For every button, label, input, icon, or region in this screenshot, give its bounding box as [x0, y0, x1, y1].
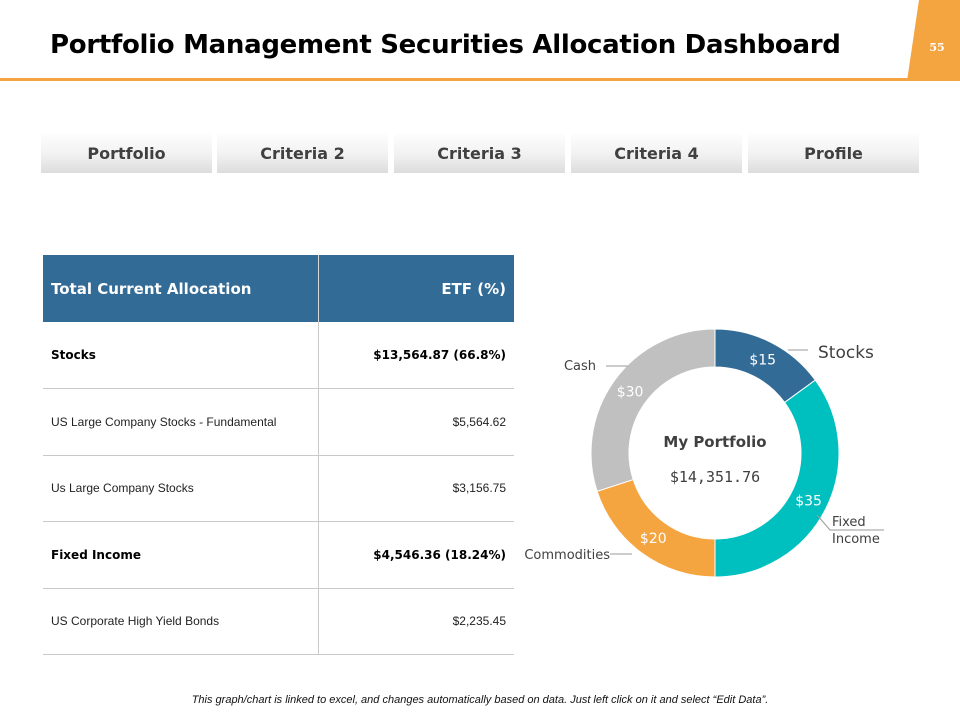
donut-slice-fixed-income[interactable] — [714, 379, 840, 578]
row-label: Us Large Company Stocks — [43, 455, 319, 522]
row-label: US Corporate High Yield Bonds — [43, 588, 319, 655]
row-value: $13,564.87 (66.8%) — [318, 322, 514, 389]
row-label: Stocks — [43, 322, 319, 389]
donut-center-title: My Portfolio — [663, 433, 766, 451]
donut-slice-cash[interactable] — [590, 328, 716, 492]
allocation-table: Total Current Allocation ETF (%) Stocks … — [43, 255, 514, 655]
slice-category-label: Fixed Income — [832, 515, 880, 547]
slice-value-label: $35 — [795, 494, 822, 510]
row-value: $2,235.45 — [318, 588, 514, 655]
table-row: US Corporate High Yield Bonds $2,235.45 — [43, 588, 514, 655]
leader-line-fixed-income — [816, 514, 884, 531]
criteria-tabs: Portfolio Criteria 2 Criteria 3 Criteria… — [41, 133, 919, 173]
column-header-allocation: Total Current Allocation — [43, 255, 319, 322]
tab-criteria-2[interactable]: Criteria 2 — [217, 133, 388, 173]
fixed-income-label-line2: Income — [832, 532, 880, 547]
page-title: Portfolio Management Securities Allocati… — [50, 30, 841, 60]
row-value: $4,546.36 (18.24%) — [318, 521, 514, 589]
donut-slice-commodities[interactable] — [596, 478, 716, 578]
row-label: US Large Company Stocks - Fundamental — [43, 388, 319, 456]
table-row: Fixed Income $4,546.36 (18.24%) — [43, 521, 514, 589]
slice-value-label: $30 — [617, 384, 644, 400]
column-header-etf: ETF (%) — [318, 255, 514, 322]
table-row: Us Large Company Stocks $3,156.75 — [43, 455, 514, 522]
page-number: 55 — [929, 41, 945, 54]
row-label: Fixed Income — [43, 521, 319, 589]
slice-category-label: Stocks — [818, 343, 874, 363]
title-underline — [0, 78, 912, 81]
table-row: Stocks $13,564.87 (66.8%) — [43, 322, 514, 389]
slice-value-label: $20 — [640, 531, 667, 547]
slice-value-label: $15 — [749, 352, 776, 368]
table-row: US Large Company Stocks - Fundamental $5… — [43, 388, 514, 456]
tab-portfolio[interactable]: Portfolio — [41, 133, 212, 173]
row-value: $5,564.62 — [318, 388, 514, 456]
table-header-row: Total Current Allocation ETF (%) — [43, 255, 514, 322]
donut-value-labels: $15 $35 $20 $30 — [617, 352, 822, 547]
slice-category-label: Cash — [564, 359, 596, 374]
row-value: $3,156.75 — [318, 455, 514, 522]
footnote: This graph/chart is linked to excel, and… — [191, 694, 769, 706]
donut-slices — [590, 328, 840, 578]
tab-profile[interactable]: Profile — [748, 133, 919, 173]
leader-lines — [606, 349, 884, 555]
tab-criteria-3[interactable]: Criteria 3 — [394, 133, 565, 173]
tab-criteria-4[interactable]: Criteria 4 — [571, 133, 742, 173]
slice-category-label: Commodities — [524, 548, 610, 563]
donut-center-value: $14,351.76 — [670, 468, 760, 486]
fixed-income-label-line1: Fixed — [832, 515, 866, 530]
